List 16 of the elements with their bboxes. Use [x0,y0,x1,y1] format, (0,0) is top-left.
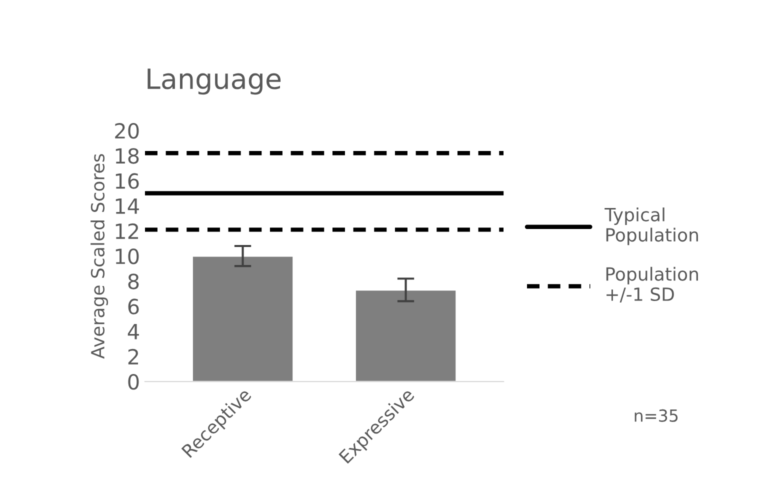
legend-label: Population +/-1 SD [606,266,698,302]
y-axis-title: Average Scaled Scores [90,154,108,359]
chart-title: Language [148,68,281,95]
y-tick-label: 4 [128,324,139,340]
y-tick-label: 0 [128,374,139,390]
y-tick-label: 16 [116,173,139,189]
y-tick-label: 20 [115,122,139,139]
y-tick-label: 6 [128,298,139,314]
y-tick-label: 2 [128,348,138,364]
y-tick-label: 8 [128,274,139,290]
y-tick-label: 18 [116,148,139,164]
text: n=35 [634,409,678,422]
y-tick-label: 10 [116,248,139,264]
y-tick-label: 12 [116,223,138,239]
legend-label: Typical Population [604,207,698,246]
y-tick-label: 14 [116,198,139,214]
